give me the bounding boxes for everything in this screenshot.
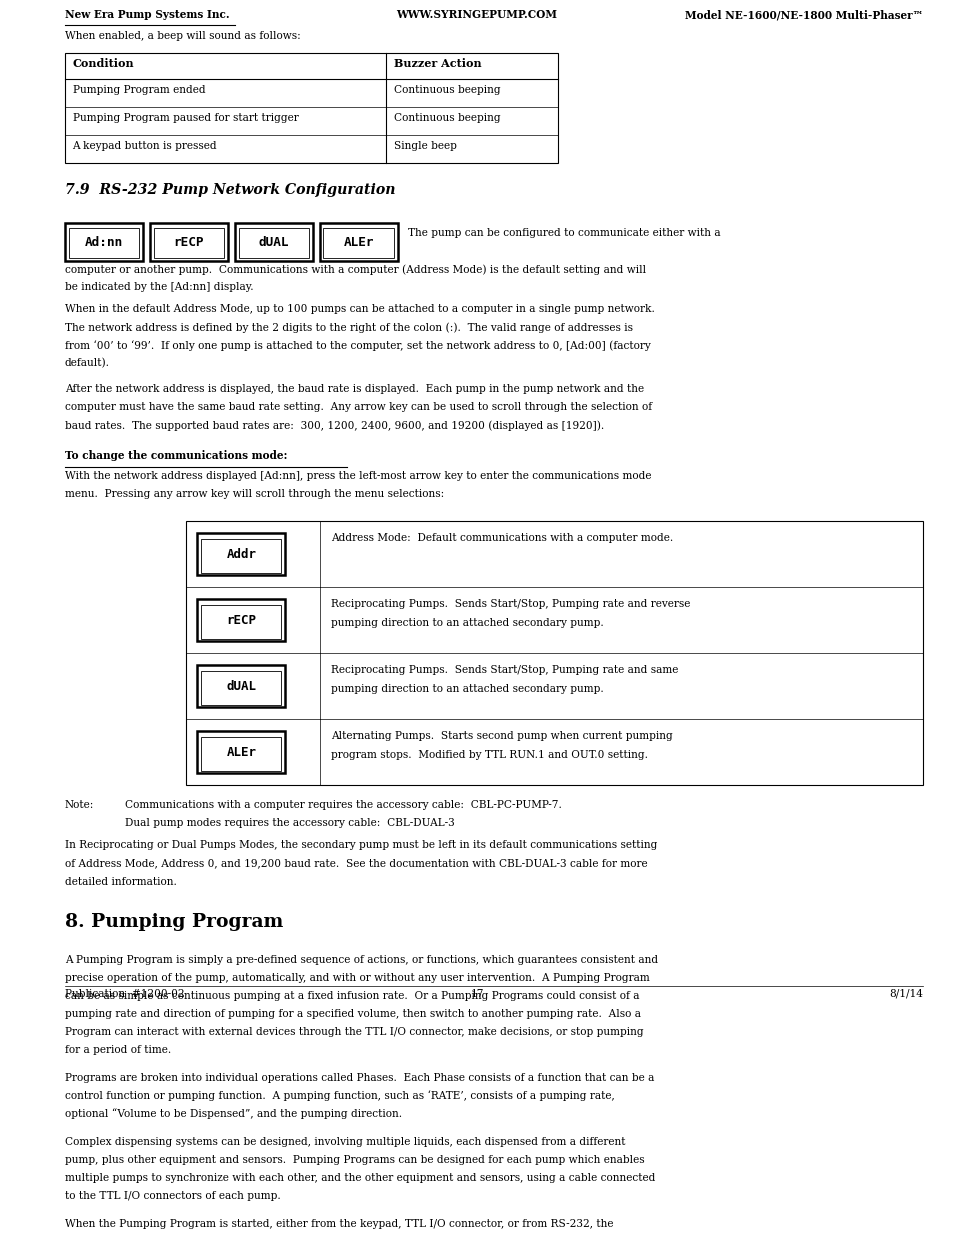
Text: 7.9  RS-232 Pump Network Configuration: 7.9 RS-232 Pump Network Configuration (65, 183, 395, 198)
Text: dUAL: dUAL (258, 236, 289, 248)
Text: multiple pumps to synchronize with each other, and the other equipment and senso: multiple pumps to synchronize with each … (65, 1173, 655, 1183)
Bar (201, 736, 281, 771)
Text: After the network address is displayed, the baud rate is displayed.  Each pump i: After the network address is displayed, … (65, 384, 643, 394)
Text: WWW.SYRINGEPUMP.COM: WWW.SYRINGEPUMP.COM (396, 9, 557, 20)
Text: Pumping Program ended: Pumping Program ended (72, 85, 205, 95)
Text: To change the communications mode:: To change the communications mode: (65, 451, 287, 461)
Text: computer or another pump.  Communications with a computer (Address Mode) is the : computer or another pump. Communications… (65, 264, 645, 274)
Bar (197, 731, 285, 773)
Text: Programs are broken into individual operations called Phases.  Each Phase consis: Programs are broken into individual oper… (65, 1073, 654, 1083)
Text: Program can interact with external devices through the TTL I/O connector, make d: Program can interact with external devic… (65, 1026, 643, 1036)
Text: Reciprocating Pumps.  Sends Start/Stop, Pumping rate and reverse: Reciprocating Pumps. Sends Start/Stop, P… (331, 599, 690, 609)
Text: program stops.  Modified by TTL RUN.1 and OUT.0 setting.: program stops. Modified by TTL RUN.1 and… (331, 751, 647, 761)
Text: When the Pumping Program is started, either from the keypad, TTL I/O connector, : When the Pumping Program is started, eit… (65, 1219, 613, 1229)
Text: Complex dispensing systems can be designed, involving multiple liquids, each dis: Complex dispensing systems can be design… (65, 1136, 625, 1146)
Text: Pumping Program paused for start trigger: Pumping Program paused for start trigger (72, 114, 298, 124)
Text: A Pumping Program is simply a pre-defined sequence of actions, or functions, whi: A Pumping Program is simply a pre-define… (65, 955, 658, 965)
Bar (201, 671, 281, 705)
Text: pumping rate and direction of pumping for a specified volume, then switch to ano: pumping rate and direction of pumping fo… (65, 1009, 640, 1019)
Text: ALEr: ALEr (226, 746, 256, 760)
Text: for a period of time.: for a period of time. (65, 1045, 171, 1055)
Text: ALEr: ALEr (343, 236, 374, 248)
Text: 8/1/14: 8/1/14 (888, 988, 923, 999)
Bar (319, 224, 397, 261)
Text: be indicated by the [Ad:nn] display.: be indicated by the [Ad:nn] display. (65, 282, 253, 293)
Text: pumping direction to an attached secondary pump.: pumping direction to an attached seconda… (331, 619, 603, 629)
Bar (238, 228, 309, 258)
Text: Note:: Note: (65, 800, 94, 810)
Text: The network address is defined by the 2 digits to the right of the colon (:).  T: The network address is defined by the 2 … (65, 322, 632, 332)
Text: Continuous beeping: Continuous beeping (394, 85, 500, 95)
Text: from ‘00’ to ‘99’.  If only one pump is attached to the computer, set the networ: from ‘00’ to ‘99’. If only one pump is a… (65, 340, 650, 351)
Bar (234, 224, 313, 261)
Text: 8. Pumping Program: 8. Pumping Program (65, 913, 283, 930)
Text: When enabled, a beep will sound as follows:: When enabled, a beep will sound as follo… (65, 31, 300, 41)
Text: Continuous beeping: Continuous beeping (394, 114, 500, 124)
Bar (197, 666, 285, 708)
Text: default).: default). (65, 358, 110, 368)
Text: rECP: rECP (173, 236, 204, 248)
Bar (186, 521, 923, 785)
Text: pumping direction to an attached secondary pump.: pumping direction to an attached seconda… (331, 684, 603, 694)
Text: menu.  Pressing any arrow key will scroll through the menu selections:: menu. Pressing any arrow key will scroll… (65, 489, 444, 499)
Bar (201, 605, 281, 638)
Text: Condition: Condition (72, 58, 134, 69)
Text: Single beep: Single beep (394, 141, 456, 151)
Bar (65, 224, 143, 261)
Text: precise operation of the pump, automatically, and with or without any user inter: precise operation of the pump, automatic… (65, 972, 649, 983)
Text: Dual pump modes requires the accessory cable:  CBL-DUAL-3: Dual pump modes requires the accessory c… (125, 819, 455, 829)
Text: pump, plus other equipment and sensors.  Pumping Programs can be designed for ea: pump, plus other equipment and sensors. … (65, 1155, 644, 1165)
Bar (65, 53, 558, 163)
Text: Alternating Pumps.  Starts second pump when current pumping: Alternating Pumps. Starts second pump wh… (331, 731, 672, 741)
Text: baud rates.  The supported baud rates are:  300, 1200, 2400, 9600, and 19200 (di: baud rates. The supported baud rates are… (65, 420, 603, 431)
Text: Addr: Addr (226, 548, 256, 561)
Text: of Address Mode, Address 0, and 19,200 baud rate.  See the documentation with CB: of Address Mode, Address 0, and 19,200 b… (65, 858, 647, 868)
Bar (201, 538, 281, 573)
Text: control function or pumping function.  A pumping function, such as ‘RATE’, consi: control function or pumping function. A … (65, 1091, 614, 1102)
Text: When in the default Address Mode, up to 100 pumps can be attached to a computer : When in the default Address Mode, up to … (65, 304, 654, 314)
Text: Buzzer Action: Buzzer Action (394, 58, 481, 69)
Text: can be as simple as continuous pumping at a fixed infusion rate.  Or a Pumping P: can be as simple as continuous pumping a… (65, 990, 639, 1000)
Text: optional “Volume to be Dispensed”, and the pumping direction.: optional “Volume to be Dispensed”, and t… (65, 1109, 401, 1119)
Text: In Reciprocating or Dual Pumps Modes, the secondary pump must be left in its def: In Reciprocating or Dual Pumps Modes, th… (65, 841, 657, 851)
Text: With the network address displayed [Ad:nn], press the left-most arrow key to ent: With the network address displayed [Ad:n… (65, 472, 651, 482)
Text: Address Mode:  Default communications with a computer mode.: Address Mode: Default communications wit… (331, 534, 673, 543)
Bar (197, 534, 285, 576)
Bar (197, 599, 285, 641)
Text: dUAL: dUAL (226, 680, 256, 693)
Text: Ad:nn: Ad:nn (85, 236, 123, 248)
Text: rECP: rECP (226, 614, 256, 627)
Text: A keypad button is pressed: A keypad button is pressed (72, 141, 217, 151)
Bar (150, 224, 228, 261)
Text: Publication  #1200-02: Publication #1200-02 (65, 988, 184, 999)
Bar (323, 228, 394, 258)
Text: The pump can be configured to communicate either with a: The pump can be configured to communicat… (408, 228, 720, 238)
Text: to the TTL I/O connectors of each pump.: to the TTL I/O connectors of each pump. (65, 1191, 280, 1200)
Bar (69, 228, 139, 258)
Text: Communications with a computer requires the accessory cable:  CBL-PC-PUMP-7.: Communications with a computer requires … (125, 800, 561, 810)
Bar (153, 228, 224, 258)
Text: 17: 17 (470, 988, 483, 999)
Text: computer must have the same baud rate setting.  Any arrow key can be used to scr: computer must have the same baud rate se… (65, 403, 651, 412)
Text: Reciprocating Pumps.  Sends Start/Stop, Pumping rate and same: Reciprocating Pumps. Sends Start/Stop, P… (331, 666, 678, 676)
Text: detailed information.: detailed information. (65, 877, 176, 887)
Text: Model NE-1600/NE-1800 Multi-Phaser™: Model NE-1600/NE-1800 Multi-Phaser™ (684, 9, 923, 20)
Text: New Era Pump Systems Inc.: New Era Pump Systems Inc. (65, 9, 230, 20)
